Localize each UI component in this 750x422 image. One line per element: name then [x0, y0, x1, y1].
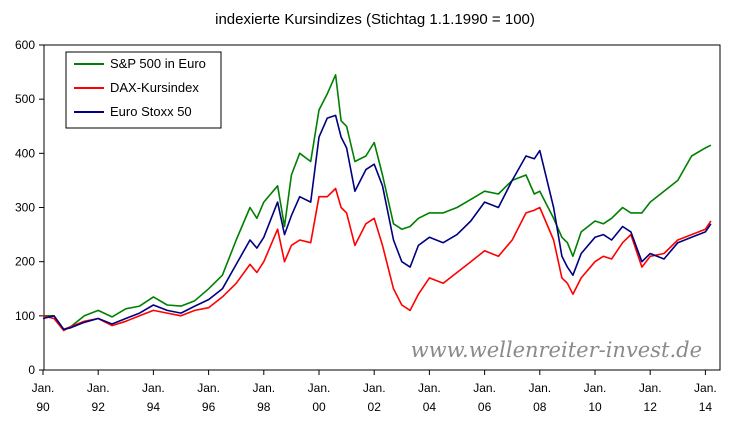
x-tick-label-year: 08 [533, 400, 547, 414]
x-tick-label-year: 00 [312, 400, 326, 414]
series-group [42, 74, 712, 332]
y-tick-label: 300 [15, 201, 35, 215]
x-tick-label-year: 10 [588, 400, 602, 414]
y-tick-label: 600 [15, 38, 35, 52]
x-tick-label-month: Jan. [142, 381, 165, 395]
x-tick-label-year: 06 [478, 400, 492, 414]
y-tick-label: 400 [15, 146, 35, 160]
x-tick-label-year: 96 [202, 400, 216, 414]
x-tick-label-month: Jan. [584, 381, 607, 395]
y-axis: 0 100 200 300 400 500 600 [15, 38, 44, 377]
x-tick-label-month: Jan. [639, 381, 662, 395]
series-line-2 [42, 187, 712, 332]
chart-title: indexierte Kursindizes (Stichtag 1.1.199… [215, 11, 535, 28]
x-tick-label-year: 92 [92, 400, 106, 414]
x-tick-label-month: Jan. [87, 381, 110, 395]
legend-label: DAX-Kursindex [110, 80, 199, 95]
legend-label: Euro Stoxx 50 [110, 104, 192, 119]
legend: S&P 500 in Euro DAX-Kursindex Euro Stoxx 5… [65, 51, 222, 129]
series-line-3 [42, 114, 712, 331]
x-tick-label-month: Jan. [197, 381, 220, 395]
watermark: www.wellenreiter-invest.de [411, 338, 702, 362]
x-tick-label-month: Jan. [363, 381, 386, 395]
x-tick-label-year: 12 [644, 400, 658, 414]
x-tick-label-year: 02 [368, 400, 382, 414]
y-tick-label: 0 [28, 363, 35, 377]
y-tick-label: 500 [15, 92, 35, 106]
x-tick-label-year: 04 [423, 400, 437, 414]
x-tick-label-month: Jan. [32, 381, 55, 395]
series-line-1 [43, 74, 712, 331]
x-tick-label-month: Jan. [528, 381, 551, 395]
x-tick-label-month: Jan. [418, 381, 441, 395]
x-tick-label-year: 94 [147, 400, 161, 414]
x-tick-label-year: 98 [257, 400, 271, 414]
x-tick-label-month: Jan. [308, 381, 331, 395]
x-tick-label-month: Jan. [694, 381, 717, 395]
y-tick-label: 100 [15, 309, 35, 323]
legend-label: S&P 500 in Euro [110, 56, 206, 71]
x-tick-label-year: 14 [699, 400, 713, 414]
x-axis: Jan. 90 Jan. 92 Jan. 94 Jan. 96 Jan. 98 Jan. 00 Jan.… [32, 370, 717, 414]
y-tick-label: 200 [15, 255, 35, 269]
x-tick-label-month: Jan. [473, 381, 496, 395]
x-tick-label-month: Jan. [252, 381, 275, 395]
x-tick-label-year: 90 [36, 400, 50, 414]
